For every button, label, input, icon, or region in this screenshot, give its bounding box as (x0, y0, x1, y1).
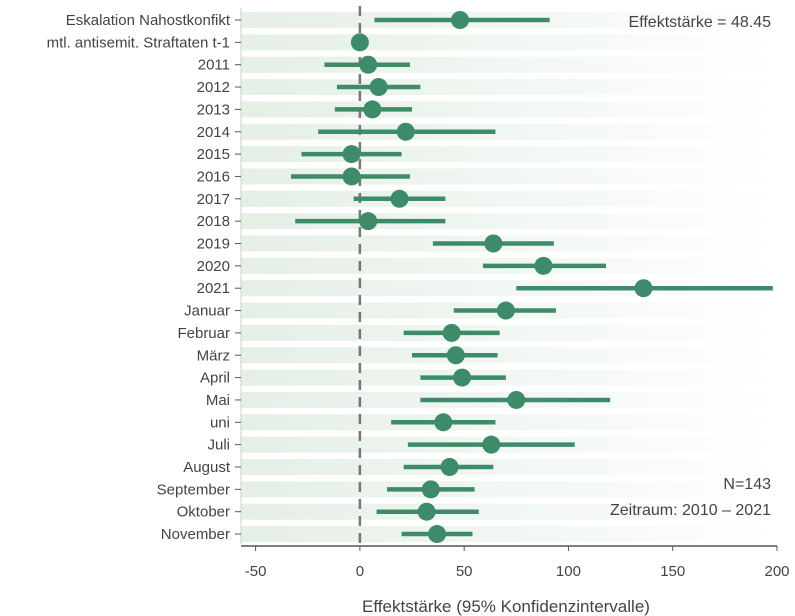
x-tick-label: 200 (764, 563, 789, 580)
category-label: Oktober (177, 504, 230, 521)
estimate-point (417, 502, 436, 521)
estimate-point (390, 189, 409, 208)
category-label: Februar (177, 325, 230, 342)
estimate-point (369, 78, 388, 97)
estimate-points (342, 11, 653, 544)
estimate-point (434, 413, 453, 432)
x-tick-label: 150 (660, 563, 685, 580)
category-label: Januar (184, 303, 230, 320)
category-label: 2020 (197, 258, 230, 275)
row-band (241, 459, 777, 475)
row-band (241, 34, 777, 51)
n-annotation: N=143 (723, 476, 771, 493)
estimate-point (634, 279, 653, 298)
row-band (241, 503, 777, 520)
row-band (241, 481, 777, 498)
estimate-point (496, 301, 515, 320)
row-band (241, 414, 777, 431)
estimate-point (342, 167, 361, 186)
category-label: 2017 (197, 191, 230, 208)
estimate-point (446, 346, 465, 365)
row-band (241, 347, 777, 364)
x-tick-label: 0 (356, 563, 364, 580)
x-tick-label: 100 (556, 563, 581, 580)
estimate-point (534, 256, 553, 275)
category-label: 2021 (197, 280, 230, 297)
category-label: 2013 (197, 101, 230, 118)
category-label: uni (210, 414, 230, 431)
category-label: März (197, 347, 230, 364)
category-label: 2019 (197, 236, 230, 253)
category-label: 2011 (198, 57, 230, 74)
estimate-point (450, 11, 469, 29)
estimate-point (342, 145, 361, 164)
estimate-point (363, 100, 382, 119)
category-label: April (200, 370, 230, 387)
row-band (241, 101, 777, 118)
category-label: November (161, 526, 230, 543)
category-label: 2016 (197, 168, 230, 185)
row-band (241, 190, 777, 207)
row-bands (241, 12, 777, 543)
category-label: 2015 (197, 146, 230, 163)
effect-size-annotation: Effektstärke = 48.45 (629, 14, 772, 31)
estimate-point (484, 234, 503, 253)
estimate-point (428, 525, 447, 544)
category-labels: Eskalation Nahostkonfikt mtl. antisemit. … (47, 12, 241, 543)
category-label: August (183, 459, 231, 476)
x-axis-title: Effektstärke (95% Konfidenzintervalle) (362, 597, 650, 616)
x-tick-label: 50 (456, 563, 473, 580)
row-band (241, 369, 777, 386)
estimate-point (442, 323, 461, 342)
estimate-point (350, 33, 369, 52)
estimate-point (453, 368, 472, 387)
row-band (241, 79, 777, 96)
category-label: 2018 (197, 213, 230, 230)
category-label: 2014 (197, 124, 230, 141)
estimate-point (396, 122, 415, 141)
row-band (241, 123, 777, 140)
estimate-point (440, 458, 459, 476)
estimate-point (359, 212, 378, 231)
category-label: September (157, 481, 230, 498)
estimate-point (421, 480, 440, 499)
period-annotation: Zeitraum: 2010 – 2021 (610, 502, 771, 519)
x-axis: -50 0 50 100 150 200 (240, 8, 790, 580)
category-label: Mai (206, 392, 230, 409)
category-label: Juli (207, 437, 230, 454)
row-band (241, 526, 777, 543)
category-label: 2012 (197, 79, 230, 96)
row-band (241, 146, 777, 163)
category-label: mtl. antisemit. Straftaten t-1 (47, 34, 230, 51)
estimate-point (507, 390, 526, 409)
row-band (241, 168, 777, 185)
x-tick-label: -50 (245, 563, 267, 580)
estimate-point (359, 55, 378, 74)
row-band (241, 56, 777, 73)
row-band (241, 324, 777, 341)
category-label: Eskalation Nahostkonfikt (66, 12, 231, 29)
estimate-point (482, 435, 501, 454)
ci-lines (291, 17, 773, 537)
